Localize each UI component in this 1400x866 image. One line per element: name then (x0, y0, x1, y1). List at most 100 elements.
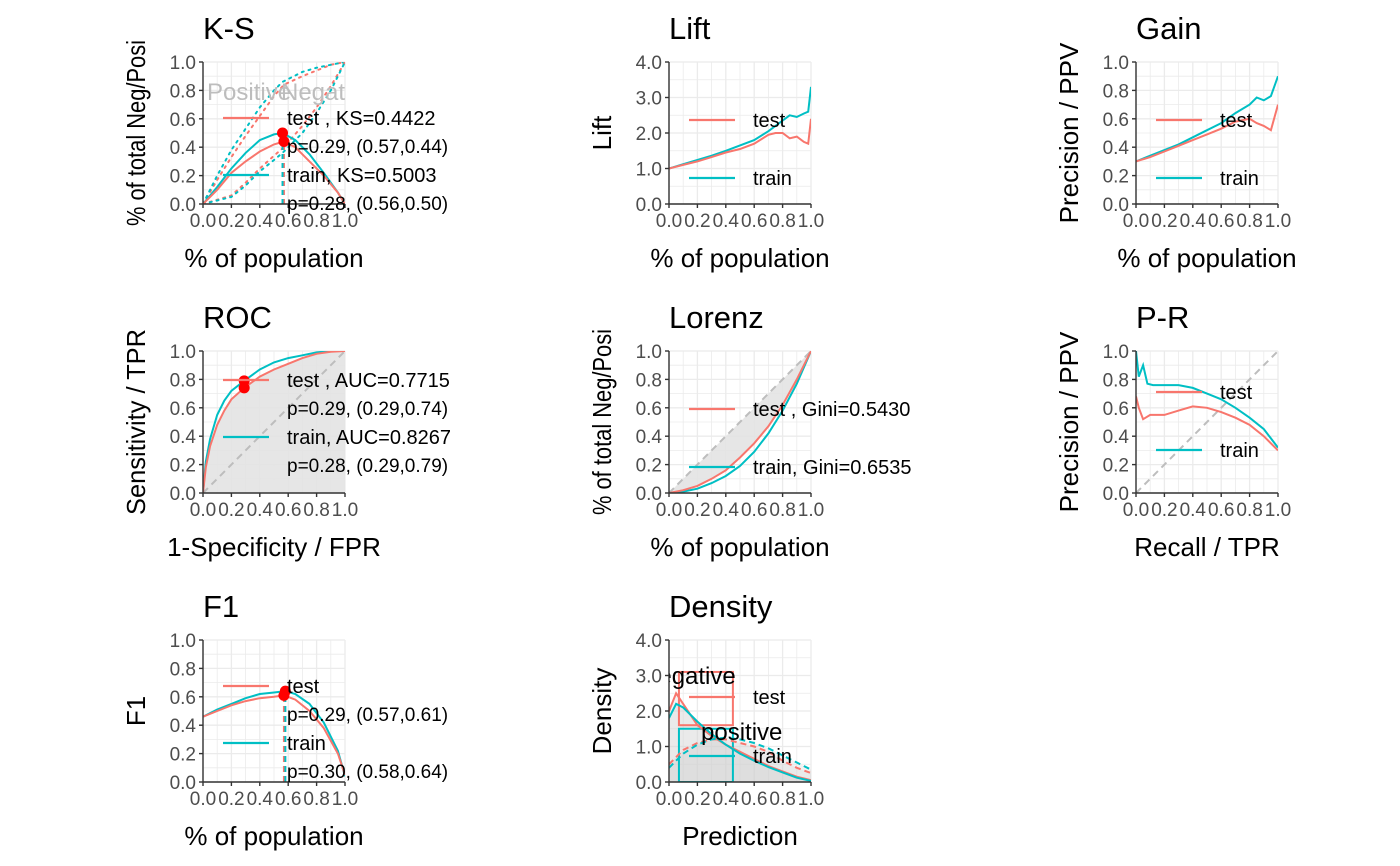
x-tick-label: 0.2 (684, 789, 710, 810)
panel-title: Gain (1136, 11, 1201, 46)
x-tick-label: 0.6 (741, 500, 767, 521)
x-tick-label: 1.0 (332, 500, 358, 521)
y-tick-label: 0.0 (170, 195, 196, 216)
x-tick-label: 1.0 (332, 211, 358, 232)
y-tick-label: 1.0 (636, 738, 662, 759)
x-tick-label: 1.0 (798, 500, 824, 521)
x-tick-label: 1.0 (1265, 500, 1291, 521)
y-tick-label: 0.6 (636, 399, 662, 420)
x-tick-label: 0.0 (190, 789, 216, 810)
x-tick-label: 0.4 (713, 211, 740, 232)
x-tick-label: 0.0 (190, 500, 216, 521)
y-tick-label: 0.8 (636, 370, 662, 391)
y-tick-label: 0.2 (170, 456, 196, 477)
legend-label: p=0.28, (0.29,0.79) (287, 456, 448, 477)
y-axis-title: Density (587, 668, 617, 755)
series-line (669, 86, 811, 170)
x-tick-label: 0.6 (1208, 500, 1234, 521)
y-tick-label: 0.6 (1103, 110, 1129, 131)
x-tick-label: 0.8 (769, 211, 795, 232)
x-tick-label: 0.2 (218, 500, 244, 521)
y-tick-label: 2.0 (636, 702, 662, 723)
x-tick-label: 0.6 (275, 211, 301, 232)
y-tick-label: 1.0 (636, 160, 662, 181)
x-axis-title: % of population (184, 821, 363, 851)
x-tick-label: 0.0 (1123, 211, 1149, 232)
y-axis-title: F1 (121, 696, 151, 726)
x-tick-label: 0.0 (1123, 500, 1149, 521)
panel-pr: 0.00.20.40.60.81.00.0 0.2 0.4 0.6 0.8 1.0P-RR… (1054, 300, 1291, 562)
y-tick-label: 4.0 (636, 631, 662, 652)
x-tick-label: 0.4 (1180, 500, 1207, 521)
y-axis-title: Precision / PPV (1054, 42, 1084, 223)
y-tick-label: 0.0 (636, 484, 662, 505)
x-tick-label: 0.6 (275, 500, 301, 521)
legend-label: train, KS=0.5003 (287, 165, 437, 187)
cutoff-point (278, 136, 290, 148)
positive-annotation: positive (701, 719, 782, 746)
y-tick-label: 0.4 (1103, 427, 1130, 448)
y-tick-label: 0.8 (1103, 370, 1129, 391)
positive-annotation: Positive (207, 79, 291, 106)
y-tick-label: 4.0 (636, 53, 662, 74)
x-tick-label: 0.0 (656, 789, 682, 810)
y-axis-title: Precision / PPV (1054, 331, 1084, 512)
y-tick-label: 1.0 (1103, 53, 1129, 74)
panel-title: Lorenz (669, 300, 764, 335)
x-tick-label: 0.8 (1236, 211, 1262, 232)
plot-area (203, 351, 345, 493)
diagonal-reference-line (203, 351, 345, 493)
y-tick-label: 3.0 (636, 89, 662, 110)
legend-label: test , KS=0.4422 (287, 108, 435, 130)
plot-area (203, 685, 345, 782)
y-tick-label: 0.0 (1103, 484, 1129, 505)
x-tick-label: 0.4 (1180, 211, 1207, 232)
x-tick-label: 0.8 (303, 500, 329, 521)
x-tick-label: 0.8 (1236, 500, 1262, 521)
x-axis-title: Recall / TPR (1134, 532, 1279, 562)
x-tick-label: 0.2 (684, 211, 710, 232)
density-area (669, 739, 811, 782)
legend-label: train (1220, 440, 1259, 462)
density-line (669, 736, 811, 771)
y-tick-label: 1.0 (170, 53, 196, 74)
y-axis-title: % of total Neg/Posi (587, 329, 617, 515)
x-tick-label: 0.6 (1208, 211, 1234, 232)
x-tick-label: 0.2 (684, 500, 710, 521)
y-tick-label: 0.6 (170, 688, 196, 709)
legend-label: train (1220, 168, 1259, 190)
x-tick-label: 0.4 (713, 500, 740, 521)
legend-label: train (287, 733, 326, 755)
y-tick-label: 0.2 (1103, 456, 1129, 477)
x-tick-label: 1.0 (798, 211, 824, 232)
y-tick-label: 0.4 (170, 427, 197, 448)
legend-label: test (753, 110, 786, 132)
x-tick-label: 0.0 (190, 211, 216, 232)
x-axis-title: Prediction (682, 821, 798, 851)
diagonal-reference-line (1136, 351, 1278, 493)
x-tick-label: 1.0 (798, 789, 824, 810)
x-tick-label: 0.2 (1151, 500, 1177, 521)
y-tick-label: 0.2 (1103, 167, 1129, 188)
legend-label: train (753, 168, 792, 190)
legend-label: p=0.29, (0.57,0.61) (287, 705, 448, 726)
series-line (1136, 396, 1278, 452)
x-axis-title: % of population (184, 243, 363, 273)
y-axis-title: Lift (587, 115, 617, 150)
x-tick-label: 1.0 (1265, 211, 1291, 232)
y-tick-label: 0.0 (1103, 195, 1129, 216)
panel-title: Density (669, 589, 773, 624)
series-line (203, 351, 345, 493)
panel-lorenz: 0.00.20.40.60.81.00.0 0.2 0.4 0.6 0.8 1.0Lore… (587, 300, 911, 562)
panel-title: K-S (203, 11, 255, 46)
y-axis-title: Sensitivity / TPR (121, 329, 151, 515)
x-tick-label: 0.8 (769, 789, 795, 810)
y-tick-label: 0.6 (170, 399, 196, 420)
panel-gain: 0.00.20.40.60.81.00.0 0.2 0.4 0.6 0.8 1.0Gain… (1054, 11, 1297, 273)
y-tick-label: 0.8 (170, 81, 196, 102)
x-tick-label: 0.4 (247, 500, 274, 521)
panel-f1: 0.00.20.40.60.81.00.0 0.2 0.4 0.6 0.8 1.0F1% … (121, 589, 448, 851)
